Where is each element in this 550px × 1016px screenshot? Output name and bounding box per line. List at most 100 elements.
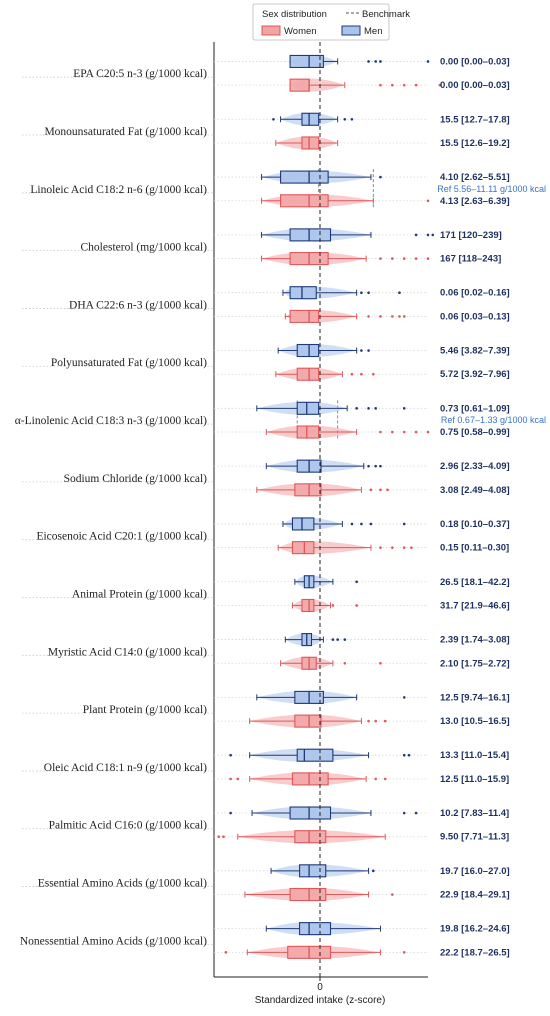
nutrient-label-14: Essential Amino Acids (g/1000 kcal) xyxy=(38,878,207,890)
box-men-14 xyxy=(299,864,327,878)
stat-men-1: 15.5 [12.7–17.8] xyxy=(440,114,510,125)
stat-men-12: 13.3 [11.0–15.4] xyxy=(440,750,509,761)
stat-women-13: 9.50 [7.71–11.3] xyxy=(440,832,509,843)
outlier-men-7-0 xyxy=(367,464,370,468)
x-tick-label-0: 0 xyxy=(317,982,323,993)
outlier-women-8-3 xyxy=(410,546,413,549)
outlier-women-3-0 xyxy=(379,257,382,260)
outlier-women-13-1 xyxy=(222,835,225,839)
outlier-men-10-1 xyxy=(336,638,339,641)
box-men-6 xyxy=(296,401,320,415)
nutrient-label-8: Eicosenoic Acid C20:1 (g/1000 kcal) xyxy=(36,531,207,543)
outlier-men-6-0 xyxy=(355,407,358,410)
x-axis-label: Standardized intake (z-score) xyxy=(255,995,386,1006)
outlier-women-6-2 xyxy=(402,430,406,434)
outlier-men-14-0 xyxy=(372,869,375,873)
box-women-7 xyxy=(294,483,322,497)
stat-women-15: 22.2 [18.7–26.5] xyxy=(440,947,510,958)
box-men-4 xyxy=(289,286,317,300)
outlier-women-0-3 xyxy=(414,83,418,87)
stat-women-11: 13.0 [10.5–16.5] xyxy=(440,716,510,727)
outlier-men-3-1 xyxy=(426,233,430,237)
outlier-men-7-1 xyxy=(374,464,377,468)
outlier-men-8-1 xyxy=(360,522,363,526)
outlier-women-6-3 xyxy=(414,430,418,434)
outlier-women-7-1 xyxy=(379,488,382,492)
stat-men-4: 0.06 [0.02–0.16] xyxy=(440,288,510,299)
stat-women-2: 4.13 [2.63–6.39] xyxy=(440,196,510,207)
box-women-12 xyxy=(291,772,329,786)
nutrient-label-7: Sodium Chloride (g/1000 kcal) xyxy=(64,473,208,485)
outlier-women-4-4 xyxy=(402,315,406,318)
outlier-men-3-2 xyxy=(431,233,435,237)
outlier-men-3-0 xyxy=(414,233,418,237)
nutrient-label-11: Plant Protein (g/1000 kcal) xyxy=(83,704,207,716)
outlier-women-4-3 xyxy=(398,315,401,318)
nutrient-label-13: Palmitic Acid C16:0 (g/1000 kcal) xyxy=(49,820,208,832)
nutrient-label-1: Monounsaturated Fat (g/1000 kcal) xyxy=(44,126,207,138)
box-men-1 xyxy=(301,112,320,126)
stat-men-15: 19.8 [16.2–24.6] xyxy=(440,924,510,935)
stat-women-3: 167 [118–243] xyxy=(440,254,501,265)
outlier-men-0-3 xyxy=(426,60,430,63)
outlier-men-5-1 xyxy=(367,349,370,352)
outlier-women-5-1 xyxy=(360,372,363,376)
outlier-women-0-4 xyxy=(438,83,442,87)
outlier-men-13-0 xyxy=(229,811,232,815)
outlier-women-9-0 xyxy=(331,604,335,607)
outlier-men-13-2 xyxy=(414,811,418,815)
outlier-women-3-1 xyxy=(391,257,394,260)
legend: Sex distribution Benchmark Women Men xyxy=(252,3,410,41)
stat-men-2: 4.10 [2.62–5.51] xyxy=(440,172,510,183)
box-women-0 xyxy=(289,78,310,92)
nutrient-label-6: α-Linolenic Acid C18:3 n-3 (g/1000 kcal) xyxy=(15,415,207,427)
stat-men-9: 26.5 [18.1–42.2] xyxy=(440,577,510,588)
stat-women-7: 3.08 [2.49–4.08] xyxy=(440,485,510,496)
stat-women-12: 12.5 [11.0–15.9] xyxy=(440,774,509,785)
nutrient-label-5: Polyunsaturated Fat (g/1000 kcal) xyxy=(51,357,207,369)
stat-men-10: 2.39 [1.74–3.08] xyxy=(440,635,510,646)
outlier-women-14-0 xyxy=(391,893,394,896)
reference-label-2: Ref 5.56–11.11 g/1000 kcal xyxy=(437,184,546,194)
outlier-women-12-1 xyxy=(236,777,240,781)
outlier-women-12-2 xyxy=(374,777,377,781)
nutrient-label-3: Cholesterol (mg/1000 kcal) xyxy=(81,242,208,254)
outlier-women-3-4 xyxy=(426,257,430,260)
outlier-women-11-1 xyxy=(374,719,377,723)
nutrient-label-10: Myristic Acid C14:0 (g/1000 kcal) xyxy=(48,646,207,658)
nutrient-label-12: Oleic Acid C18:1 n-9 (g/1000 kcal) xyxy=(44,762,207,774)
outlier-men-13-1 xyxy=(402,811,406,815)
outlier-women-3-2 xyxy=(402,257,406,260)
outlier-women-10-1 xyxy=(379,661,382,665)
stat-men-14: 19.7 [16.0–27.0] xyxy=(440,866,510,877)
outlier-women-5-0 xyxy=(350,372,354,376)
outlier-women-6-1 xyxy=(391,430,394,434)
box-women-1 xyxy=(301,136,320,150)
outlier-men-6-1 xyxy=(367,407,370,410)
outlier-women-12-0 xyxy=(229,777,232,781)
box-men-3 xyxy=(289,228,332,242)
outlier-men-1-2 xyxy=(350,117,354,121)
outlier-men-10-0 xyxy=(331,638,335,641)
legend-title: Sex distribution xyxy=(262,9,327,20)
nutrient-label-4: DHA C22:6 n-3 (g/1000 kcal) xyxy=(69,299,207,311)
box-men-5 xyxy=(296,343,320,358)
box-men-0 xyxy=(289,54,324,69)
outlier-women-8-1 xyxy=(391,546,394,549)
stat-men-5: 5.46 [3.82–7.39] xyxy=(440,346,510,357)
outlier-women-8-0 xyxy=(379,546,382,549)
stat-men-11: 12.5 [9.74–16.1] xyxy=(440,692,510,703)
outlier-women-4-0 xyxy=(367,315,370,318)
outlier-men-2-0 xyxy=(379,175,382,179)
box-women-11 xyxy=(294,714,322,728)
legend-benchmark-label: Benchmark xyxy=(362,9,410,20)
stat-women-14: 22.9 [18.4–29.1] xyxy=(440,890,510,901)
box-women-14 xyxy=(289,887,327,902)
stat-women-10: 2.10 [1.75–2.72] xyxy=(440,658,510,669)
outlier-men-9-0 xyxy=(355,580,358,584)
stat-women-0: 0.00 [0.00–0.03] xyxy=(440,80,510,91)
outlier-men-6-2 xyxy=(374,407,377,410)
nutrient-label-15: Nonessential Amino Acids (g/1000 kcal) xyxy=(20,935,207,947)
